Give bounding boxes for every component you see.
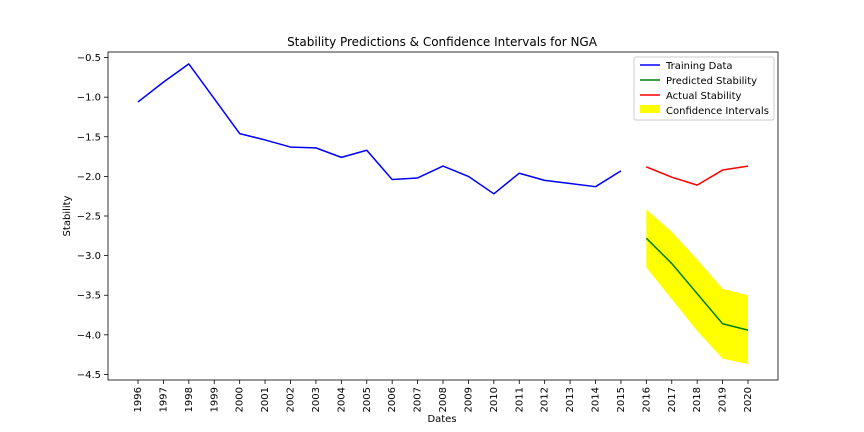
x-tick-label: 2004 [336, 387, 347, 412]
x-tick-label: 2008 [438, 387, 449, 412]
x-tick-label: 2012 [540, 387, 551, 412]
x-tick-label: 2002 [286, 387, 297, 412]
x-tick-label: 2011 [514, 387, 525, 412]
series-line-actual-stability [646, 165, 749, 186]
legend-label-actual-stability: Actual Stability [666, 91, 742, 102]
x-tick-label: 2016 [641, 387, 652, 412]
legend-label-training-data: Training Data [665, 61, 733, 72]
confidence-interval-band [646, 209, 748, 365]
x-tick-label: 1996 [133, 387, 144, 412]
x-tick-label: 2017 [667, 387, 678, 412]
y-tick-label: −0.5 [77, 53, 101, 64]
x-tick-label: 2015 [616, 387, 627, 412]
y-tick-label: −3.0 [77, 251, 101, 262]
y-tick-label: −2.0 [77, 172, 101, 183]
x-tick-label: 1999 [209, 387, 220, 412]
x-tick-label: 2020 [743, 387, 754, 412]
y-tick-label: −4.0 [77, 330, 101, 341]
y-axis-title: Stability [62, 195, 73, 236]
x-tick-label: 1998 [184, 387, 195, 412]
x-tick-label: 2001 [260, 387, 271, 412]
y-tick-label: −1.5 [77, 132, 101, 143]
x-axis: 1996 1997 1998 1999 2000 2001 2002 2003 2004 2005… [133, 380, 754, 412]
x-tick-label: 2018 [692, 387, 703, 412]
legend: Training Data Predicted Stability Actual… [633, 56, 775, 121]
x-tick-label: 1997 [158, 387, 169, 412]
legend-swatch-confidence-intervals [640, 105, 660, 113]
x-tick-label: 2013 [565, 387, 576, 412]
y-axis: −0.5 −1.0 −1.5 −2.0 −2.5 −3.0 −3.5 −4.0 −4.5 [77, 53, 108, 381]
legend-label-confidence-intervals: Confidence Intervals [666, 106, 769, 117]
x-tick-label: 2010 [489, 387, 500, 412]
x-tick-label: 2003 [311, 387, 322, 412]
x-tick-label: 2006 [387, 387, 398, 412]
x-tick-label: 2007 [413, 387, 424, 412]
x-tick-label: 2000 [235, 387, 246, 412]
x-tick-label: 2019 [718, 387, 729, 412]
y-tick-label: −4.5 [77, 370, 101, 381]
y-tick-label: −2.5 [77, 212, 101, 223]
x-axis-title: Dates [427, 414, 456, 425]
legend-label-predicted-stability: Predicted Stability [666, 76, 757, 87]
series-line-training-data [137, 63, 622, 195]
legend-box [633, 56, 775, 121]
x-tick-label: 2005 [362, 387, 373, 412]
y-tick-label: −1.0 [77, 93, 101, 104]
x-tick-label: 2009 [463, 387, 474, 412]
y-tick-label: −3.5 [77, 291, 101, 302]
x-tick-label: 2014 [591, 387, 602, 412]
chart-title: Stability Predictions & Confidence Inter… [287, 35, 598, 49]
series-line-predicted-stability [645, 237, 749, 331]
